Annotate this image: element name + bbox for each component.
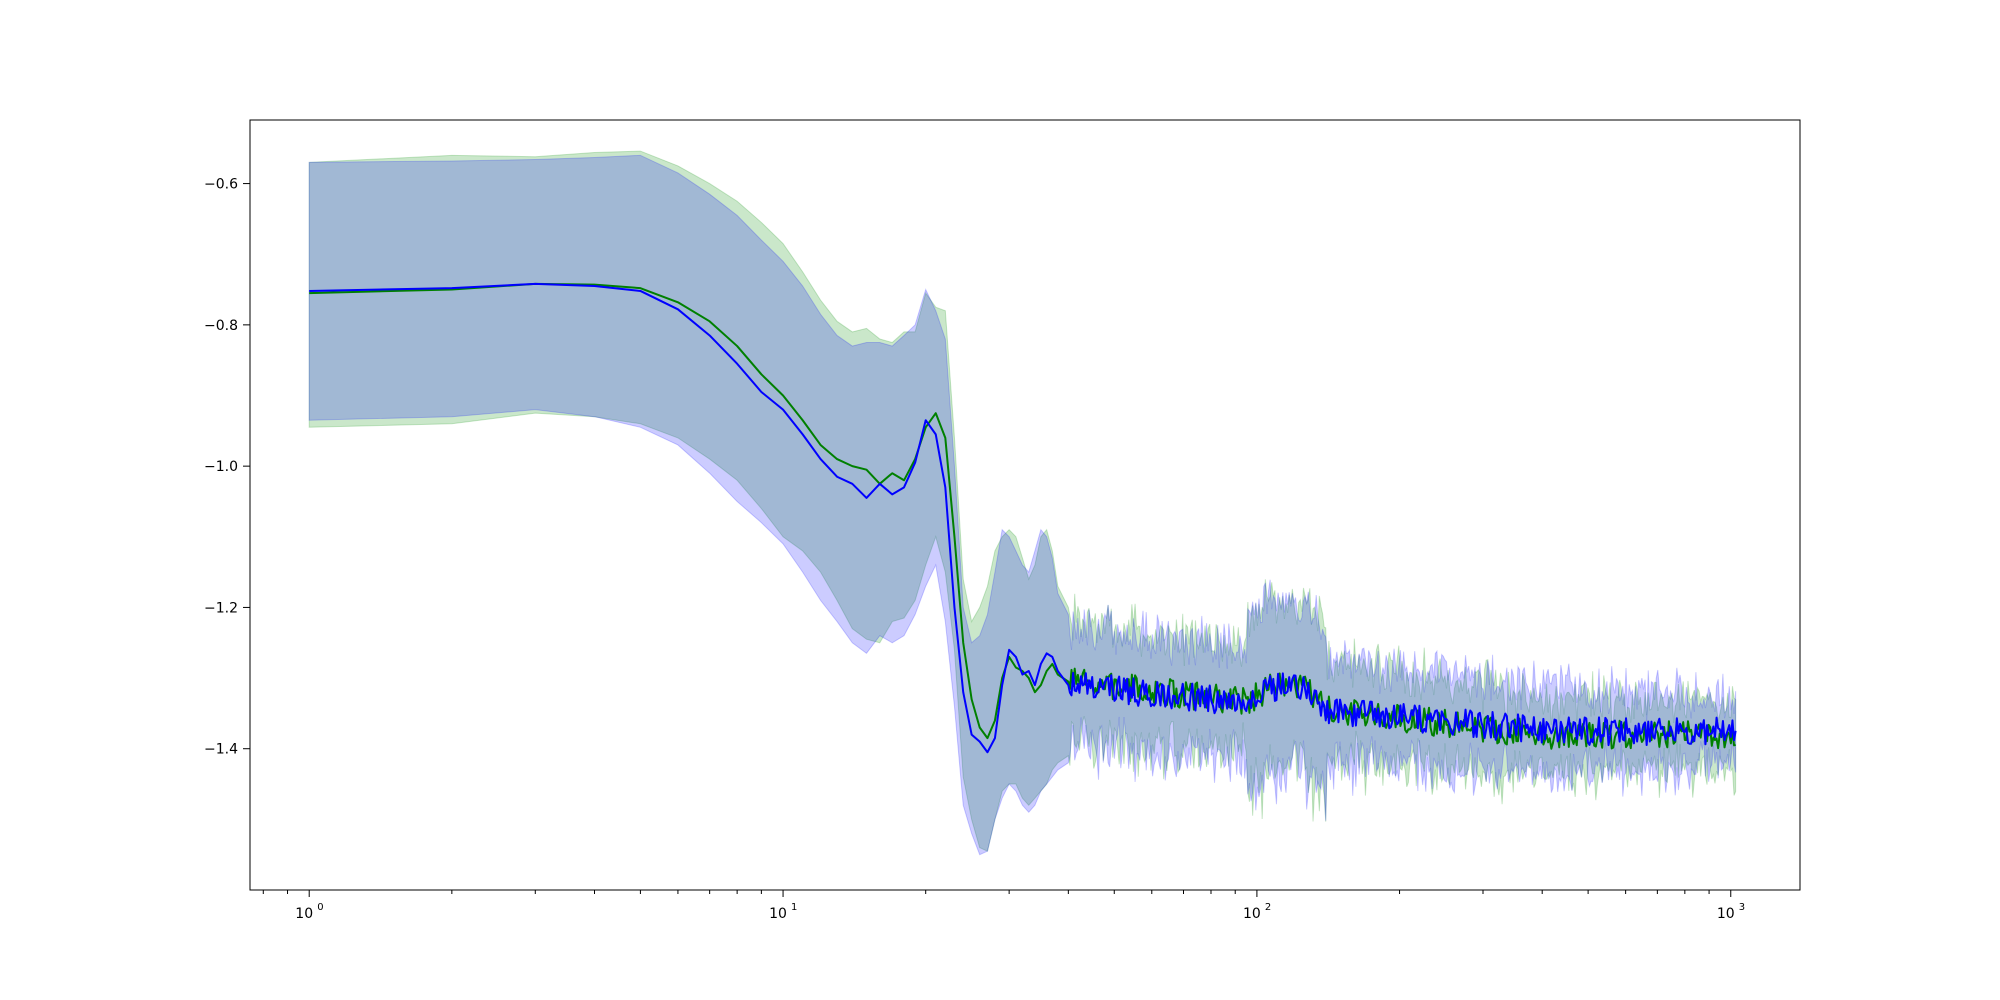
x-tick-label-base: 10 bbox=[1243, 906, 1261, 922]
y-axis: −0.6 −0.8 −1.0 −1.2 −1.4 bbox=[204, 177, 250, 758]
x-tick-label-exponent: 3 bbox=[1739, 902, 1745, 913]
y-tick-label: −1.0 bbox=[204, 459, 238, 475]
x-tick-label-base: 10 bbox=[295, 906, 313, 922]
x-tick-label: 10 2 bbox=[1243, 902, 1271, 922]
y-tick-label: −0.8 bbox=[204, 318, 238, 334]
x-tick-label-exponent: 1 bbox=[791, 902, 797, 913]
series-line-2 bbox=[309, 282, 1737, 754]
series-layer bbox=[308, 150, 1737, 856]
x-axis: 10 0 10 1 10 2 10 3 bbox=[262, 890, 1745, 922]
plot-frame bbox=[249, 119, 1801, 891]
confidence-band-1 bbox=[308, 150, 1737, 852]
y-tick-label: −0.6 bbox=[204, 177, 238, 193]
confidence-band-2 bbox=[308, 154, 1737, 856]
x-tick-label-base: 10 bbox=[769, 906, 787, 922]
y-tick-label: −1.2 bbox=[204, 600, 238, 616]
plot-area bbox=[250, 120, 1800, 890]
x-tick-label: 10 3 bbox=[1717, 902, 1745, 922]
x-tick-label: 10 0 bbox=[295, 902, 323, 922]
x-tick-label-base: 10 bbox=[1717, 906, 1735, 922]
x-tick-label: 10 1 bbox=[769, 902, 797, 922]
x-tick-label-exponent: 0 bbox=[317, 902, 323, 913]
x-tick-label-exponent: 2 bbox=[1265, 902, 1271, 913]
y-tick-label: −1.4 bbox=[204, 742, 238, 758]
